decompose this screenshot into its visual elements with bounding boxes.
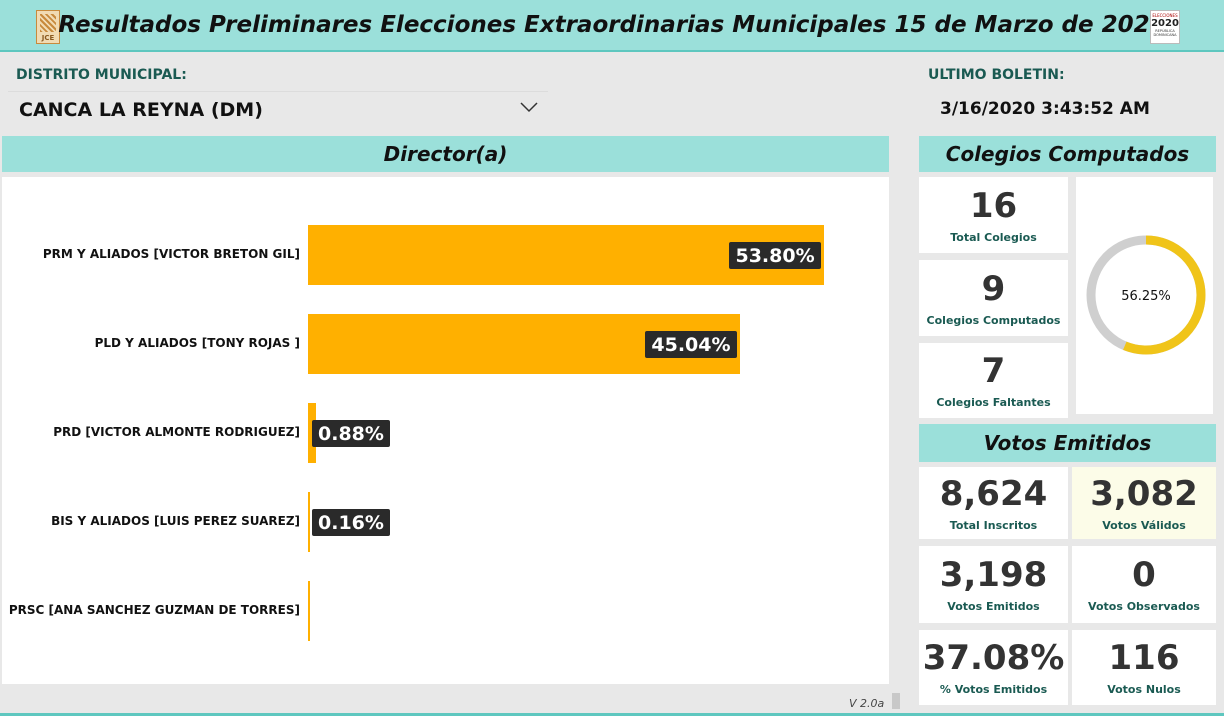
votos-observados-label: Votos Observados [1088,600,1200,613]
total-colegios-label: Total Colegios [950,230,1037,244]
logo-right-year: 2020 [1151,18,1179,29]
total-inscritos-value: 8,624 [939,473,1048,514]
pct-votos-emitidos-card: 37.08% % Votos Emitidos [919,630,1068,705]
votos-observados-value: 0 [1132,555,1156,595]
bottom-border [0,713,1224,716]
total-colegios-value: 16 [969,185,1018,226]
bar-category-label: PRM Y ALIADOS [VICTOR BRETON GIL] [42,247,300,261]
total-inscritos-label: Total Inscritos [949,518,1038,532]
bar[interactable] [308,492,310,552]
bar-category-label: PRD [VICTOR ALMONTE RODRIGUEZ] [53,425,300,439]
bar-data-label: 0.16% [312,509,390,536]
director-bar-chart: PRM Y ALIADOS [VICTOR BRETON GIL] 53.80% P… [2,177,889,684]
votos-validos-value: 3,082 [1090,473,1198,514]
colegios-computados-card: 9 Colegios Computados [919,260,1068,336]
boletin-value: 3/16/2020 3:43:52 AM [940,99,1150,119]
page-title: Resultados Preliminares Elecciones Extra… [58,12,1166,38]
votos-header: Votos Emitidos [919,424,1216,462]
bar-data-label: 0.88% [312,420,390,447]
colegios-faltantes-value: 7 [981,351,1006,391]
boletin-label: ULTIMO BOLETIN: [928,67,1065,83]
bar-category-label: BIS Y ALIADOS [LUIS PEREZ SUAREZ] [51,514,300,528]
version-label: V 2.0a [849,697,885,710]
votos-nulos-card: 116 Votos Nulos [1072,630,1216,705]
donut-fill [1086,235,1206,355]
jce-logo: JCE [36,10,60,44]
title-bar: JCE Resultados Preliminares Elecciones E… [0,0,1224,52]
colegios-faltantes-label: Colegios Faltantes [936,396,1051,409]
votos-emitidos-value: 3,198 [939,555,1048,595]
pct-votos-emitidos-value: 37.08% [922,638,1065,678]
pct-votos-emitidos-label: % Votos Emitidos [939,683,1048,696]
bar-data-label: 53.80% [729,242,821,269]
colegios-header: Colegios Computados [919,136,1216,172]
progress-donut: 56.25% [1086,235,1206,355]
elecciones-2020-logo: ELECCIONES 2020 REPÚBLICA DOMINICANA [1150,10,1180,44]
bar-category-label: PLD Y ALIADOS [TONY ROJAS ] [94,336,300,350]
logo-right-top: ELECCIONES [1152,13,1178,18]
votos-emitidos-card: 3,198 Votos Emitidos [919,546,1068,623]
distrito-label: DISTRITO MUNICIPAL: [16,67,187,83]
donut-card: 56.25% [1076,177,1213,414]
jce-logo-text: JCE [41,34,55,42]
votos-validos-card: 3,082 Votos Válidos [1072,467,1216,539]
colegios-faltantes-card: 7 Colegios Faltantes [919,343,1068,418]
total-inscritos-card: 8,624 Total Inscritos [919,467,1068,539]
votos-nulos-label: Votos Nulos [1107,683,1181,696]
bar[interactable] [308,581,310,641]
colegios-computados-value: 9 [981,268,1006,309]
logo-right-bottom: REPÚBLICA DOMINICANA [1153,29,1177,37]
director-header: Director(a) [2,136,889,172]
total-colegios-card: 16 Total Colegios [919,177,1068,253]
bar-data-label: 45.04% [645,331,737,358]
donut-percent-label: 56.25% [1121,289,1171,304]
distrito-dropdown-value[interactable]: CANCA LA REYNA (DM) [19,99,263,121]
votos-observados-card: 0 Votos Observados [1072,546,1216,623]
bar-category-label: PRSC [ANA SANCHEZ GUZMAN DE TORRES] [8,603,300,617]
votos-nulos-value: 116 [1108,638,1180,678]
colegios-computados-label: Colegios Computados [926,313,1061,327]
chevron-down-icon[interactable] [519,100,539,114]
votos-emitidos-label: Votos Emitidos [947,600,1040,613]
distrito-divider [8,91,548,92]
scroll-handle[interactable] [892,693,900,709]
votos-validos-label: Votos Válidos [1102,518,1186,532]
